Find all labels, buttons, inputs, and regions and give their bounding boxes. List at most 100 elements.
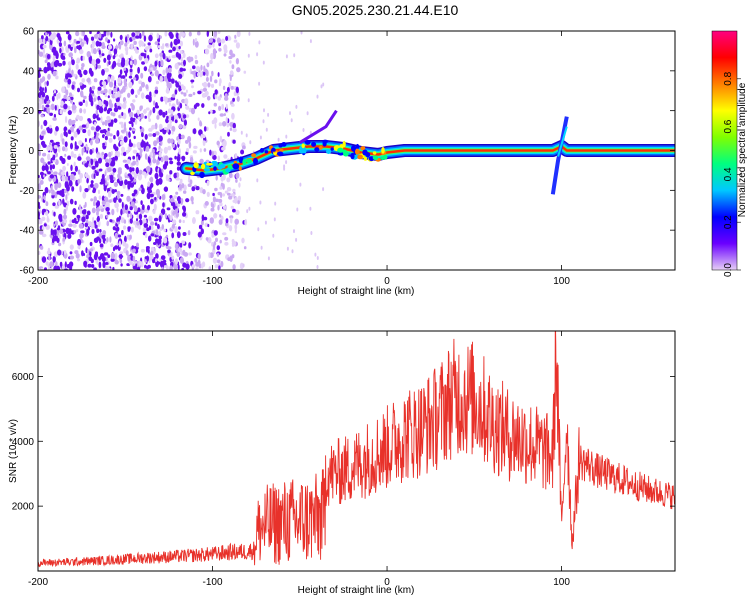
noise-speckle (215, 175, 218, 181)
noise-speckle (98, 168, 103, 172)
noise-speckle (67, 110, 72, 116)
noise-speckle (178, 33, 181, 40)
noise-speckle (38, 219, 41, 225)
noise-speckle (217, 31, 221, 35)
noise-speckle (56, 39, 60, 43)
noise-speckle (228, 195, 233, 200)
noise-speckle (39, 245, 44, 250)
noise-speckle (159, 52, 164, 57)
noise-speckle (65, 176, 69, 182)
noise-speckle (274, 201, 277, 206)
noise-speckle (197, 117, 200, 121)
noise-speckle (159, 148, 163, 152)
noise-speckle (171, 78, 175, 84)
noise-speckle (158, 235, 162, 240)
noise-speckle (46, 62, 51, 67)
noise-speckle (262, 119, 265, 124)
colorbar-tick-label: 0.0 (723, 263, 734, 277)
noise-speckle (103, 31, 107, 37)
noise-speckle (229, 127, 233, 131)
noise-speckle (190, 56, 194, 62)
noise-speckle (244, 218, 248, 226)
noise-speckle (144, 171, 147, 179)
snr-x-label: Height of straight line (km) (298, 585, 415, 596)
ridge-blob (210, 160, 218, 167)
noise-speckle (39, 179, 44, 185)
noise-speckle (218, 219, 223, 225)
noise-speckle (38, 51, 44, 57)
noise-speckle (148, 34, 153, 42)
noise-speckle (110, 252, 116, 259)
noise-speckle (72, 208, 77, 215)
noise-speckle (218, 105, 222, 111)
noise-speckle (173, 195, 178, 199)
noise-speckle (197, 90, 202, 95)
noise-speckle (256, 52, 259, 57)
noise-speckle (93, 97, 96, 102)
noise-speckle (207, 223, 210, 228)
noise-speckle (78, 37, 81, 42)
noise-speckle (175, 32, 180, 40)
noise-speckle (141, 204, 145, 211)
noise-speckle (44, 81, 47, 85)
noise-speckle (194, 258, 198, 263)
noise-speckle (86, 78, 91, 83)
noise-speckle (168, 157, 173, 161)
noise-speckle (84, 172, 89, 178)
noise-speckle (104, 135, 108, 141)
noise-speckle (42, 48, 46, 55)
noise-speckle (181, 155, 186, 161)
noise-speckle (183, 119, 187, 126)
ridge-blob (330, 147, 334, 151)
noise-speckle (123, 219, 127, 224)
noise-speckle (106, 220, 110, 227)
noise-speckle (217, 96, 222, 101)
noise-speckle (147, 248, 150, 254)
noise-speckle (42, 44, 47, 49)
noise-speckle (97, 95, 101, 101)
noise-speckle (216, 245, 220, 251)
noise-speckle (300, 31, 303, 35)
noise-speckle (175, 191, 179, 195)
noise-speckle (127, 181, 130, 186)
noise-speckle (150, 225, 154, 231)
noise-speckle (69, 198, 74, 205)
noise-speckle (195, 102, 200, 107)
signal-ridge-layer (179, 109, 675, 195)
noise-speckle (105, 262, 109, 265)
noise-speckle (212, 38, 216, 43)
noise-speckle (47, 31, 51, 34)
noise-speckle (98, 32, 102, 39)
noise-speckle (220, 38, 226, 44)
noise-speckle (213, 31, 218, 37)
noise-speckle (81, 63, 85, 68)
colorbar-tick-label: 0.2 (723, 215, 734, 229)
noise-speckle (58, 234, 61, 240)
noise-speckle (41, 233, 47, 238)
noise-speckle (219, 202, 223, 207)
noise-speckle (273, 217, 276, 222)
noise-speckle (212, 155, 217, 160)
noise-speckle (225, 103, 228, 110)
noise-speckle (223, 44, 228, 52)
noise-speckle (94, 169, 97, 174)
noise-speckle (125, 172, 128, 176)
noise-speckle (104, 240, 107, 245)
x-tick-label: 100 (553, 577, 570, 588)
noise-speckle (40, 157, 45, 164)
ridge-blob (355, 148, 360, 155)
noise-speckle (176, 98, 179, 106)
noise-speckle (72, 73, 77, 77)
noise-speckle (71, 69, 74, 76)
noise-speckle (68, 44, 71, 49)
noise-speckle (85, 156, 91, 161)
snr-y-label: SNR (10 * v/v) (8, 419, 19, 483)
noise-speckle (90, 70, 94, 77)
noise-speckle (79, 49, 84, 55)
noise-speckle (162, 262, 167, 266)
noise-speckle (150, 73, 154, 77)
noise-speckle (158, 230, 162, 237)
noise-speckle (130, 226, 134, 233)
noise-speckle (140, 248, 145, 253)
noise-speckle (101, 154, 104, 160)
